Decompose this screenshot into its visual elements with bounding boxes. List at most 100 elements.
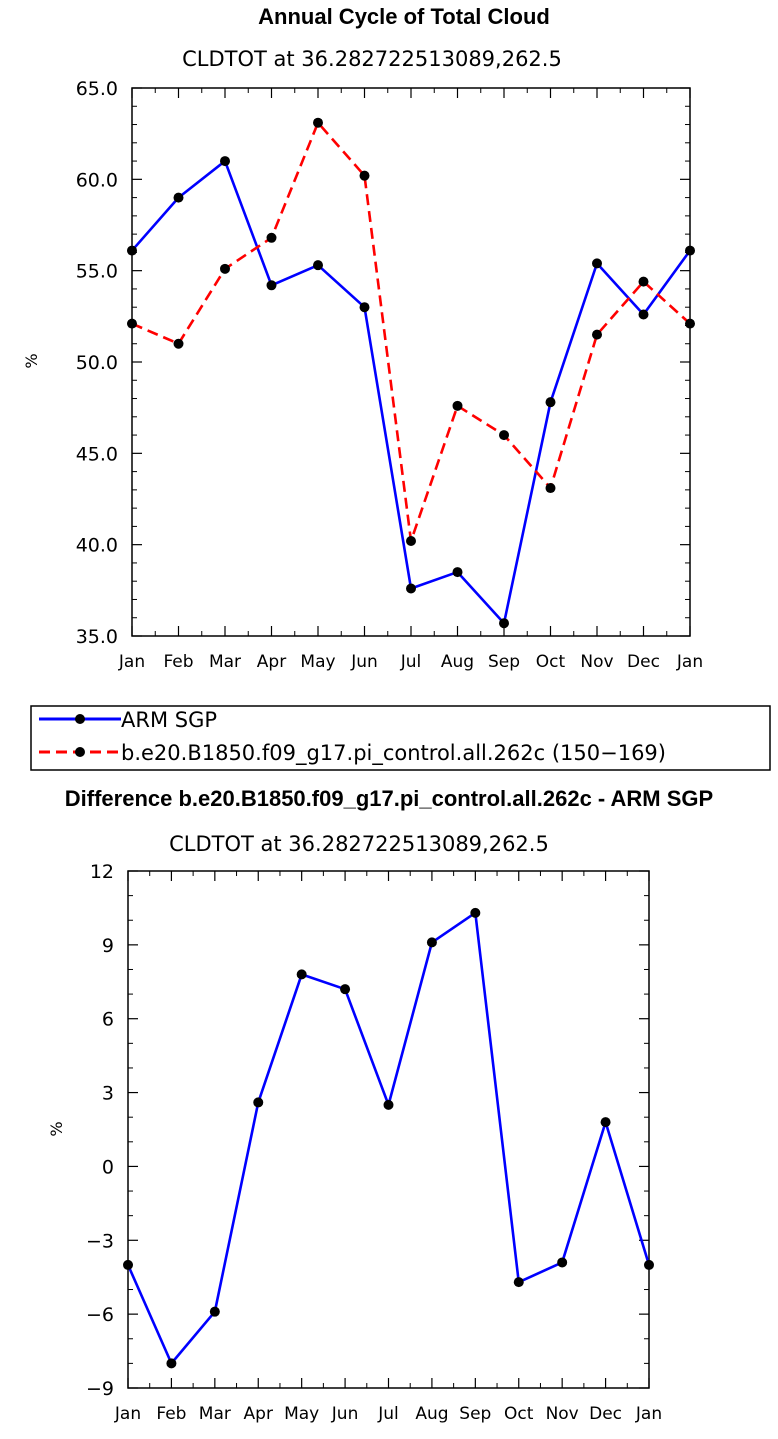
- chart2-title: Difference b.e20.B1850.f09_g17.pi_contro…: [65, 786, 713, 811]
- chart2-series-0-point: [383, 1099, 394, 1110]
- chart2-ytick-label: 9: [102, 935, 114, 957]
- chart1-series-1-point: [499, 430, 509, 441]
- chart2-xtick-label: Apr: [244, 1404, 273, 1424]
- chart1-series-1-point: [220, 263, 230, 274]
- chart2-series-line-0: [126, 911, 651, 1365]
- chart1-series-0-point: [266, 280, 277, 291]
- chart2-series-0-point: [426, 937, 437, 948]
- chart1-title: Annual Cycle of Total Cloud: [258, 4, 550, 29]
- chart2-xtick-label: Feb: [156, 1404, 186, 1424]
- chart2-ytick-label: −6: [86, 1304, 114, 1326]
- chart1-xtick-label: Jul: [400, 652, 422, 672]
- chart2-ytick-label: −9: [86, 1378, 114, 1400]
- chart1-xtick-label: Dec: [627, 652, 660, 672]
- chart1-xtick-label: Nov: [580, 652, 613, 672]
- chart2-series-0-point: [253, 1097, 264, 1108]
- chart1-subtitle: CLDTOT at 36.282722513089,262.5: [182, 47, 562, 71]
- chart2-frame: [127, 870, 650, 1389]
- chart1-xtick-label: May: [300, 652, 335, 672]
- chart1-ylabel: %: [22, 353, 41, 368]
- chart2-xtick-label: Nov: [546, 1404, 579, 1424]
- chart2-series-0-point: [513, 1277, 524, 1288]
- chart1-ytick-label: 45.0: [76, 443, 118, 465]
- chart1-xtick-label: Jan: [676, 652, 703, 672]
- chart1-series-0-point: [592, 258, 602, 269]
- chart2-ytick-label: 12: [90, 861, 114, 883]
- chart1-series-0-point: [685, 245, 695, 256]
- legend-marker-model: [75, 747, 85, 757]
- chart1-ytick-label: 40.0: [76, 535, 118, 557]
- chart2-xtick-label: Sep: [459, 1404, 491, 1424]
- chart2-xtick-label: Aug: [415, 1404, 448, 1424]
- chart2-xtick-label: Dec: [589, 1404, 622, 1424]
- chart1-series-line-0: [131, 159, 692, 625]
- chart2-ytick-label: 0: [102, 1156, 114, 1178]
- chart1-series-0-point: [359, 302, 370, 313]
- chart1-series-1-point: [545, 483, 556, 494]
- chart2-ytick-label: 6: [102, 1009, 114, 1031]
- chart2-ytick-label: 3: [102, 1083, 114, 1105]
- chart1-series-1-point: [313, 117, 323, 128]
- legend-label-arm: ARM SGP: [121, 708, 217, 732]
- chart2-series-0-point: [600, 1117, 611, 1128]
- chart1-series-0-point: [452, 567, 463, 578]
- chart1-xtick-label: Jan: [118, 652, 145, 672]
- legend: ARM SGP b.e20.B1850.f09_g17.pi_control.a…: [30, 705, 771, 771]
- chart2-xtick-label: Jul: [377, 1404, 399, 1424]
- chart2-subtitle: CLDTOT at 36.282722513089,262.5: [169, 832, 549, 856]
- chart2-xtick-label: Mar: [199, 1404, 231, 1424]
- chart1-plot: Jan Feb Mar Apr May Jun Jul Aug Sep Oct Nov Dec Jan3…: [76, 78, 703, 672]
- chart1-series-0-point: [406, 583, 416, 594]
- chart2-xtick-label: Jan: [114, 1404, 141, 1424]
- chart1-series-0-point: [220, 156, 230, 167]
- chart1-series-0-point: [499, 618, 509, 629]
- chart1-series-0-point: [173, 192, 184, 203]
- chart2-xtick-label: May: [284, 1404, 319, 1424]
- chart1-ytick-label: 55.0: [76, 261, 118, 283]
- chart1-ytick-label: 50.0: [76, 352, 118, 374]
- legend-label-model: b.e20.B1850.f09_g17.pi_control.all.262c …: [121, 741, 666, 766]
- chart1-xtick-label: Oct: [536, 652, 566, 672]
- chart1-series-0-point: [638, 309, 649, 320]
- chart1-ytick-label: 60.0: [76, 169, 118, 191]
- chart1-series-0-point: [313, 260, 323, 271]
- chart2-ylabel: %: [47, 1121, 66, 1136]
- chart1-series-1-point: [173, 338, 184, 349]
- chart2-series-0-point: [557, 1257, 568, 1268]
- chart1-xtick-label: Jun: [350, 652, 378, 672]
- chart1-series-1-point: [592, 329, 602, 340]
- chart2-series-0-point: [209, 1306, 220, 1317]
- chart1-xtick-label: Apr: [257, 652, 286, 672]
- chart2-ytick-label: −3: [86, 1230, 114, 1252]
- chart1-series-1-point: [685, 318, 695, 329]
- chart2-series-0-point: [166, 1358, 177, 1369]
- chart1-series-1-point: [266, 232, 277, 243]
- chart1-ytick-label: 65.0: [76, 78, 118, 100]
- chart2-plot: Jan Feb Mar Apr May Jun Jul Aug Sep Oct Nov Dec Jan−…: [86, 861, 662, 1424]
- chart2-xtick-label: Jan: [635, 1404, 662, 1424]
- chart1-series-0-point: [545, 397, 556, 408]
- chart2-series-0-point: [123, 1259, 133, 1270]
- chart1-xtick-label: Mar: [209, 652, 241, 672]
- legend-marker-arm: [75, 714, 85, 724]
- chart1-ytick-label: 35.0: [76, 626, 118, 648]
- chart2-series-0-point: [644, 1259, 654, 1270]
- chart1-series-0-point: [127, 245, 137, 256]
- chart2-series-0-point: [340, 984, 351, 995]
- chart2-series-0-point: [296, 969, 307, 980]
- chart1-series-1-point: [406, 536, 416, 547]
- chart2-xtick-label: Oct: [504, 1404, 534, 1424]
- chart1-series-1-point: [638, 276, 649, 287]
- legend-box: [30, 705, 771, 771]
- chart1-xtick-label: Feb: [163, 652, 193, 672]
- chart2-xtick-label: Jun: [331, 1404, 359, 1424]
- chart1-series-1-point: [127, 318, 137, 329]
- chart1-xtick-label: Aug: [441, 652, 474, 672]
- chart1-xtick-label: Sep: [488, 652, 520, 672]
- chart1-series-line-1: [131, 121, 691, 543]
- chart1-frame: [131, 87, 691, 637]
- chart1-series-1-point: [452, 400, 463, 411]
- chart1-series-1-point: [359, 170, 370, 181]
- chart2-series-0-point: [470, 907, 481, 918]
